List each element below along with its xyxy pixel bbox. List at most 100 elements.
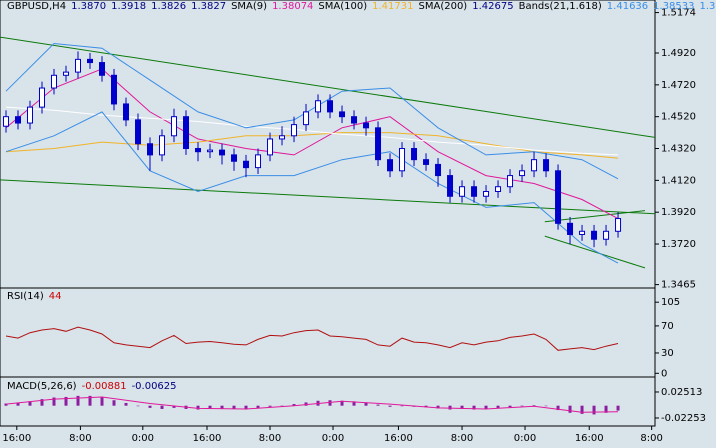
trend-line [544,235,646,269]
candle-body [27,106,34,124]
macd-bar [268,405,272,407]
candle-body [447,175,454,197]
macd-bar [520,405,524,407]
macd-bar [400,405,404,407]
candle-body [567,222,574,235]
trend-line [544,210,646,223]
candle-body [231,154,238,162]
panel-header: RSI(14) 44 [7,291,62,302]
candle-body [339,111,346,118]
candle-body [327,100,334,113]
macd-bar [532,405,536,406]
x-tick-label: 16:00 [384,433,413,444]
macd-bar [4,403,8,406]
macd-panel [0,376,656,427]
x-tick-label: 16:00 [2,433,31,444]
y-tick-label: 0.02513 [661,387,702,398]
macd-bar [568,405,572,413]
x-tick-label: 0:00 [132,433,154,444]
candle-body [39,87,46,108]
candle-body [303,111,310,126]
macd-bar [100,396,104,406]
macd-bar [448,405,452,410]
macd-bar [292,404,296,406]
candle-body [147,143,154,156]
candle-body [243,160,250,169]
x-tick-label: 16:00 [193,433,222,444]
candle-body [375,127,382,161]
candle-body [63,71,70,76]
candle-body [267,138,274,156]
candle-body [555,170,562,224]
indicator-name: RSI(14) [7,291,44,302]
ohlc-readout: 1.3827 [191,1,226,12]
candle-body [471,186,478,197]
macd-bar [580,405,584,414]
macd-bar [340,400,344,406]
y-tick-label: 70 [661,321,674,332]
legend-entry: SMA(100) [318,1,367,12]
macd-bar [508,405,512,408]
macd-bar [544,405,548,407]
candle-body [255,154,262,169]
indicator-line [5,111,619,264]
candle-body [495,186,502,192]
candle-body [615,218,622,232]
y-tick-label: 1.3720 [661,239,696,250]
indicator-readout: 44 [49,291,62,302]
macd-bar [604,405,608,413]
panel-header: GBPUSD,H4 1.3870 1.3918 1.3826 1.3827 SMA(9) 1… [7,1,716,12]
candle-body [579,230,586,235]
y-tick-label: 1.4320 [661,144,696,155]
macd-bar [172,405,176,408]
y-tick-label: 1.4120 [661,175,696,186]
candle-body [507,175,514,188]
macd-bar [460,405,464,409]
candle-body [51,74,58,89]
y-tick-label: 30 [661,348,674,359]
candle-body [135,119,142,145]
macd-bar [16,402,20,406]
candle-body [195,148,202,153]
macd-bar [592,405,596,415]
indicator-readout: 1.38074 [272,1,313,12]
macd-bar [28,401,32,406]
x-tick-label: 8:00 [451,433,473,444]
macd-bar [112,400,116,406]
y-tick-label: 1.3465 [661,280,696,291]
symbol: GBPUSD,H4 [7,1,66,12]
candle-body [531,159,538,172]
y-tick-label: 0 [661,368,667,379]
candle-body [315,100,322,113]
macd-bar [328,400,332,406]
macd-bar [52,397,56,406]
candle-body [111,74,118,105]
legend-entry: Bands(21,1.618) [519,1,602,12]
x-tick-label: 0:00 [514,433,536,444]
y-tick-label: 1.4920 [661,48,696,59]
macd-bar [556,405,560,411]
macd-bar [232,405,236,409]
y-tick-label: 1.5174 [661,8,696,19]
candle-body [423,159,430,165]
candle-body [591,230,598,240]
candle-body [123,103,130,121]
candle-body [219,149,226,156]
x-tick-label: 8:00 [259,433,281,444]
macd-bar [616,405,620,411]
y-tick-label: -0.02253 [661,413,706,424]
panel-header: MACD(5,26,6) -0.00881 -0.00625 [7,381,177,392]
macd-bar [40,399,44,406]
macd-bar [88,395,92,406]
candle-body [351,116,358,124]
candle-body [3,116,10,127]
candle-body [483,190,490,197]
candle-body [519,170,526,177]
candle-body [435,163,442,177]
ohlc-readout: 1.3870 [71,1,106,12]
macd-bar [76,395,80,406]
macd-bar [208,405,212,409]
ohlc-readout: 1.3826 [151,1,186,12]
macd-bar [220,405,224,409]
